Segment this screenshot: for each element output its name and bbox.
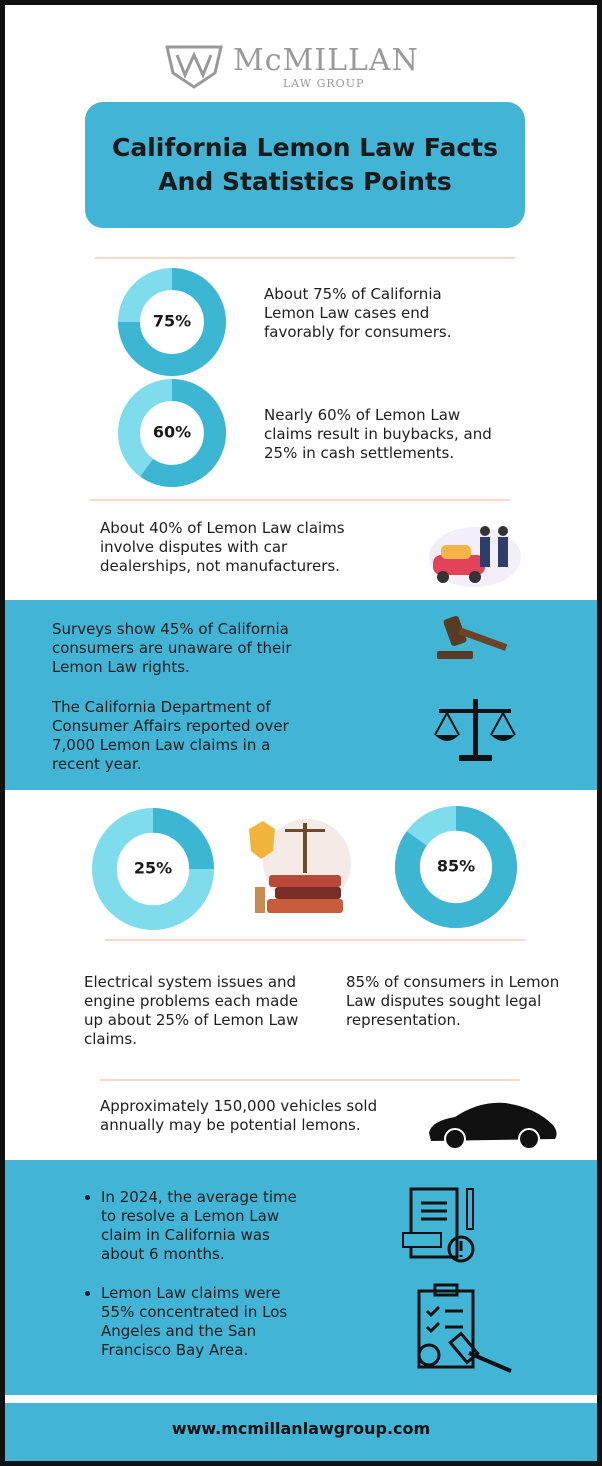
logo-subtitle: LAW GROUP — [283, 77, 365, 90]
gavel-icon — [437, 615, 508, 659]
band-fact: The California Department of Consumer Af… — [52, 698, 289, 773]
divider — [105, 939, 525, 941]
donut-label: 25% — [134, 859, 172, 878]
donut: 60% — [118, 379, 226, 487]
law-books-illustration — [249, 819, 351, 913]
divider — [90, 499, 510, 501]
title-box: California Lemon Law Facts And Statistic… — [85, 102, 525, 228]
dealership-illustration — [429, 526, 521, 587]
donut: 25% — [92, 808, 214, 930]
stat-text: Electrical system issues and engine prob… — [84, 973, 299, 1048]
donut: 75% — [118, 268, 226, 376]
donut-arc — [152, 808, 214, 870]
scales-icon — [434, 699, 516, 761]
band-fact: Surveys show 45% of California consumers… — [52, 620, 292, 676]
footer-band — [5, 1400, 597, 1461]
stat-text: About 75% of California Lemon Law cases … — [264, 285, 452, 341]
car-icon — [429, 1102, 557, 1150]
donut-label: 60% — [153, 423, 191, 442]
fact-text: About 40% of Lemon Law claims involve di… — [100, 519, 345, 575]
divider — [100, 1079, 520, 1081]
bullet: Lemon Law claims were 55% concentrated i… — [101, 1284, 316, 1360]
logo-name: McMILLAN — [233, 43, 419, 78]
logo-mark — [165, 45, 223, 89]
donut-arc — [118, 268, 226, 376]
footer-url: www.mcmillanlawgroup.com — [171, 1419, 431, 1438]
donut-label: 75% — [153, 312, 191, 331]
checklist-gavel-icon — [417, 1283, 512, 1373]
title: California Lemon Law Facts And Statistic… — [111, 133, 499, 196]
bullets-band — [5, 1160, 597, 1395]
bullet-list: In 2024, the average time to resolve a L… — [83, 1188, 316, 1380]
stat-text: Nearly 60% of Lemon Law claims result in… — [264, 406, 492, 462]
stat-text: 85% of consumers in Lemon Law disputes s… — [346, 973, 560, 1029]
donut-arc — [140, 379, 226, 487]
donut-arc — [395, 806, 517, 928]
donut-label: 85% — [437, 857, 475, 876]
fact-text: Approximately 150,000 vehicles sold annu… — [100, 1097, 378, 1134]
claim-document-icon — [402, 1187, 475, 1263]
facts-band — [5, 600, 597, 790]
bullet: In 2024, the average time to resolve a L… — [101, 1188, 316, 1264]
donut: 85% — [395, 806, 517, 928]
divider — [95, 257, 515, 259]
